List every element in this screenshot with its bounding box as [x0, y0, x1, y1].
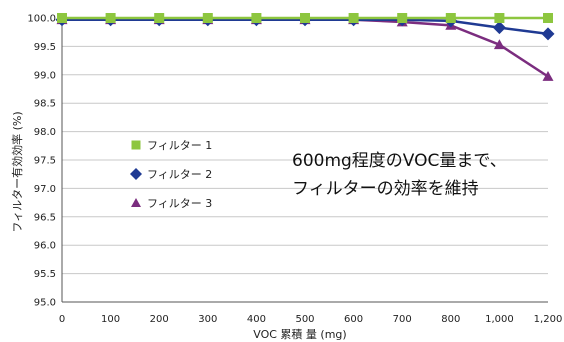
- y-tick-label: 97.5: [34, 156, 56, 167]
- y-tick-label: 95.0: [34, 298, 56, 309]
- y-tick-label: 98.0: [34, 127, 56, 138]
- x-tick-label: 300: [198, 314, 217, 325]
- data-point-s2: [492, 21, 506, 35]
- x-tick-labels: 0 100 200 300 400 500 600 700 800 1,000 1,200: [59, 314, 563, 325]
- data-point-s1: [105, 13, 116, 23]
- data-point-s1: [57, 13, 67, 23]
- legend-label-3: フィルター 3: [147, 197, 212, 210]
- x-tick-label: 800: [441, 314, 460, 325]
- legend-label-2: フィルター 2: [147, 168, 212, 181]
- data-point-s1: [494, 13, 505, 23]
- x-tick-label: 200: [150, 314, 169, 325]
- data-point-s3: [542, 71, 554, 81]
- legend-marker-1: [131, 140, 141, 150]
- legend-marker-3: [131, 198, 141, 207]
- y-tick-label: 96.5: [34, 212, 56, 223]
- series-layer: [55, 13, 555, 81]
- legend-label-1: フィルター 1: [147, 139, 212, 152]
- x-tick-label: 1,200: [534, 314, 563, 325]
- data-point-s1: [300, 13, 310, 23]
- data-point-s2: [541, 27, 555, 41]
- data-point-s1: [397, 13, 408, 23]
- annotation-line-1: 600mg程度のVOC量まで、: [292, 151, 507, 171]
- annotation: 600mg程度のVOC量まで、 フィルターの効率を維持: [292, 151, 507, 199]
- x-tick-label: 1,000: [485, 314, 514, 325]
- y-tick-label: 99.5: [34, 42, 56, 53]
- y-tick-label: 98.5: [34, 99, 56, 110]
- y-axis-label: フィルター有効効率 (%): [10, 111, 24, 232]
- y-tick-label: 96.0: [34, 241, 56, 252]
- y-tick-label: 100.0: [27, 14, 56, 25]
- y-tick-labels: 95.0 95.5 96.0 96.5 97.0 97.5 98.0 98.5 99.0 99.5…: [27, 14, 56, 309]
- data-point-s1: [348, 13, 359, 23]
- y-tick-label: 99.0: [34, 70, 56, 81]
- y-tick-label: 95.5: [34, 269, 56, 280]
- data-point-s1: [543, 13, 553, 23]
- x-tick-label: 700: [393, 314, 412, 325]
- x-tick-label: 0: [59, 314, 65, 325]
- x-tick-label: 100: [101, 314, 120, 325]
- data-point-s1: [251, 13, 262, 23]
- x-tick-label: 600: [344, 314, 363, 325]
- axes: [61, 18, 548, 303]
- legend: フィルター 1 フィルター 2 フィルター 3: [130, 139, 212, 210]
- annotation-line-2: フィルターの効率を維持: [292, 179, 479, 199]
- data-point-s1: [202, 13, 213, 23]
- x-tick-label: 500: [295, 314, 314, 325]
- legend-marker-2: [130, 168, 142, 180]
- y-tick-label: 97.0: [34, 184, 56, 195]
- data-point-s1: [445, 13, 456, 23]
- data-point-s3: [493, 39, 505, 50]
- series-line-3: [62, 18, 549, 78]
- x-axis-label: VOC 累積 量 (mg): [253, 327, 346, 341]
- data-point-s1: [154, 13, 165, 23]
- x-tick-label: 400: [247, 314, 266, 325]
